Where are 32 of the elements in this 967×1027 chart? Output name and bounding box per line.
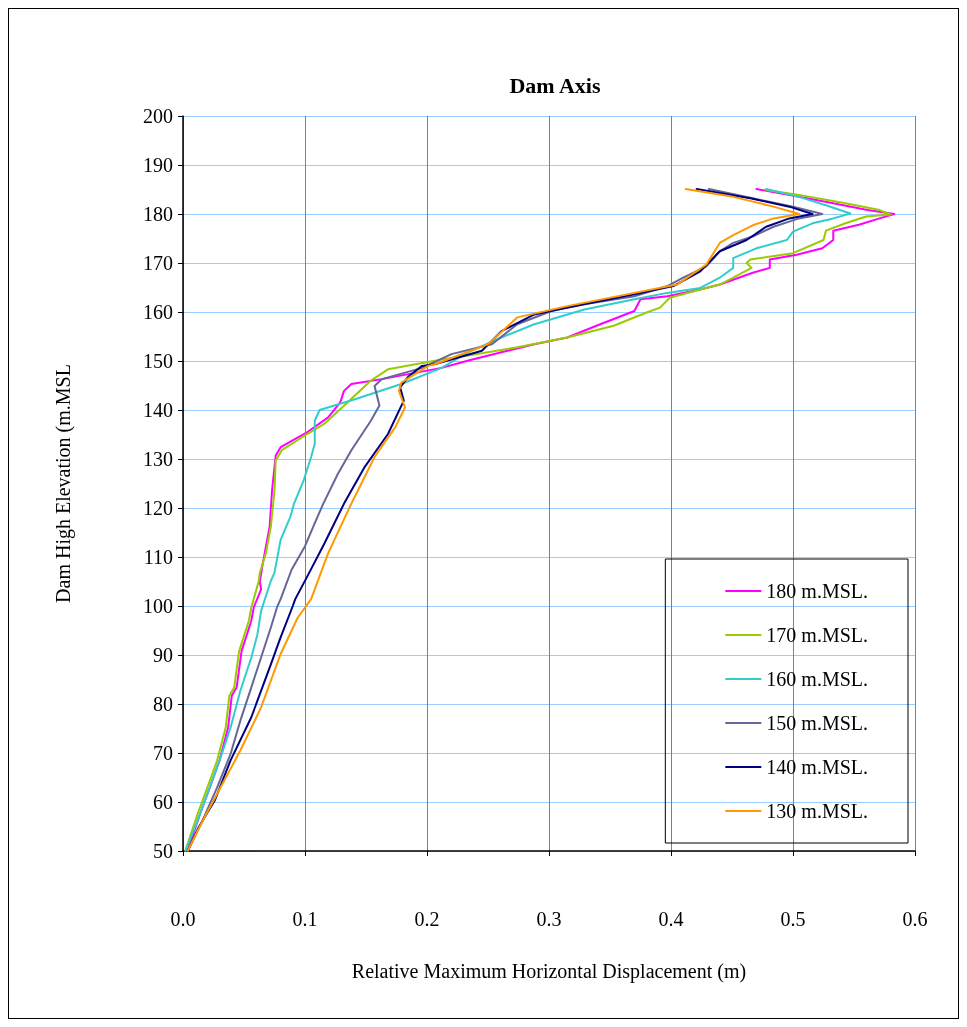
x-tick-label: 0.6 xyxy=(902,908,928,930)
chart-title: Dam Axis xyxy=(509,72,601,98)
y-tick-label: 100 xyxy=(143,595,173,617)
legend-label: 150 m.MSL. xyxy=(766,712,869,734)
y-tick-label: 160 xyxy=(143,301,173,323)
x-tick-label: 0.2 xyxy=(414,908,440,930)
legend-label: 130 m.MSL. xyxy=(766,800,869,822)
y-tick-label: 70 xyxy=(153,742,173,764)
y-tick-label: 120 xyxy=(143,497,173,519)
x-axis-title: Relative Maximum Horizontal Displacement (m) xyxy=(351,960,747,983)
legend-label: 140 m.MSL. xyxy=(766,756,869,778)
y-tick-label: 80 xyxy=(153,693,173,715)
legend-label: 170 m.MSL. xyxy=(766,624,869,646)
y-tick-label: 190 xyxy=(143,154,173,176)
y-tick-label: 180 xyxy=(143,203,173,225)
y-tick-label: 150 xyxy=(143,350,173,372)
x-tick-label: 0.3 xyxy=(536,908,562,930)
y-tick-label: 130 xyxy=(143,448,173,470)
y-tick-label: 140 xyxy=(143,399,173,421)
legend-label: 160 m.MSL. xyxy=(766,668,869,690)
x-tick-label: 0.4 xyxy=(658,908,684,930)
y-tick-label: 50 xyxy=(153,840,173,862)
x-tick-label: 0.0 xyxy=(170,908,196,930)
legend-label: 180 m.MSL. xyxy=(766,580,869,602)
x-tick-label: 0.5 xyxy=(780,908,806,930)
y-axis-title: Dam High Elevation (m.MSL xyxy=(52,364,75,603)
y-tick-label: 60 xyxy=(153,791,173,813)
y-tick-label: 170 xyxy=(143,252,173,274)
y-tick-label: 200 xyxy=(143,105,173,127)
y-tick-label: 90 xyxy=(153,644,173,666)
y-tick-label: 110 xyxy=(143,546,173,568)
x-tick-label: 0.1 xyxy=(292,908,318,930)
